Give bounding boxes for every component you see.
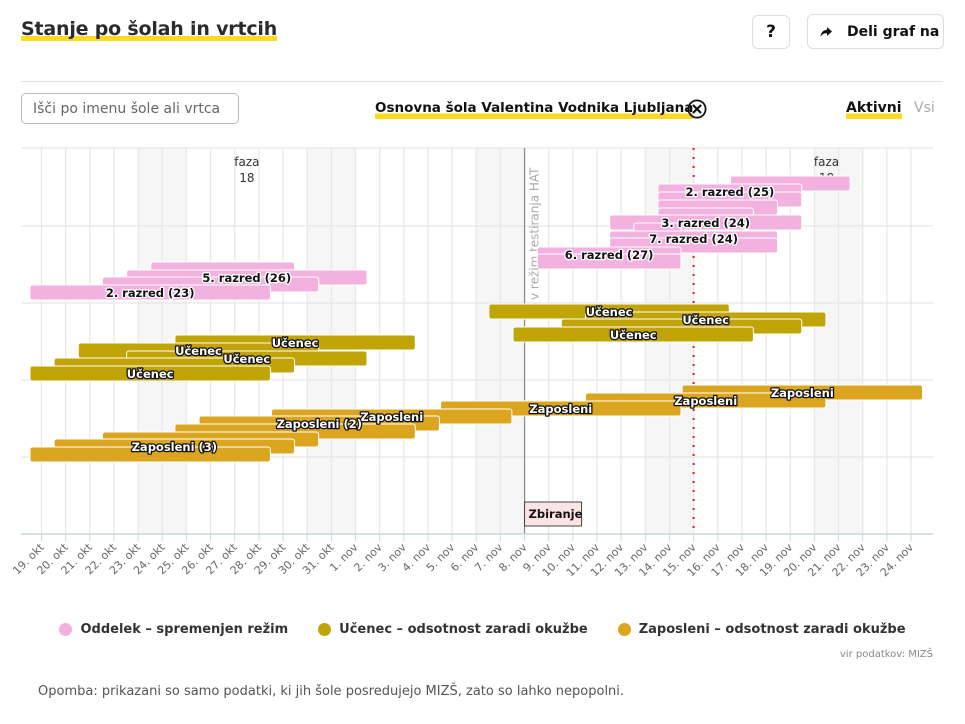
search-input[interactable] bbox=[21, 93, 239, 124]
phase-label: faza bbox=[234, 155, 259, 169]
timeline-bar[interactable] bbox=[29, 446, 271, 463]
selected-school: Osnovna šola Valentina Vodnika Ljubljana bbox=[375, 100, 694, 119]
help-button[interactable]: ? bbox=[752, 15, 790, 49]
timeline-bar[interactable] bbox=[536, 253, 682, 270]
phase-value: 18 bbox=[239, 171, 254, 185]
bar-label: Zaposleni bbox=[360, 410, 423, 424]
bar-label: 6. razred (27) bbox=[565, 248, 654, 262]
legend-item-oddelek[interactable]: Oddelek – spremenjen režim bbox=[59, 622, 288, 637]
bar-label: 2. razred (25) bbox=[685, 185, 774, 199]
phase-label: faza bbox=[814, 155, 839, 169]
legend-item-ucenec[interactable]: Učenec – odsotnost zaradi okužbe bbox=[318, 622, 588, 637]
bar-label: Zaposleni (3) bbox=[132, 440, 217, 454]
clear-selection-icon[interactable] bbox=[687, 99, 707, 119]
bar-label: Učenec bbox=[175, 344, 222, 358]
event-flag-label: Zbiranje bbox=[529, 507, 583, 521]
bar-label: Učenec bbox=[682, 313, 729, 327]
event-line-label: v režim testiranja HAT bbox=[528, 167, 542, 300]
filter-active-toggle[interactable]: Aktivni bbox=[846, 100, 902, 119]
timeline-chart: faza18faza18v režim testiranja HATZbiran… bbox=[10, 147, 933, 579]
share-arrow-icon bbox=[820, 26, 832, 37]
event-flag[interactable] bbox=[524, 501, 583, 527]
bar-label: Zaposleni bbox=[674, 394, 737, 408]
bar-label: 5. razred (26) bbox=[202, 271, 291, 285]
timeline-bar[interactable] bbox=[29, 365, 271, 382]
legend: Oddelek – spremenjen režim Učenec – odso… bbox=[0, 622, 965, 637]
legend-dot-icon bbox=[59, 623, 73, 636]
divider bbox=[21, 81, 943, 82]
share-button-label: Deli graf na bbox=[847, 23, 940, 40]
bar-label: Zaposleni bbox=[771, 386, 834, 400]
bar-label: Učenec bbox=[586, 305, 633, 319]
bar-label: Učenec bbox=[223, 352, 270, 366]
bar-label: 7. razred (24) bbox=[649, 232, 738, 246]
bar-label: Zaposleni bbox=[529, 402, 592, 416]
legend-dot-icon bbox=[617, 623, 631, 636]
bar-label: Zaposleni (2) bbox=[277, 417, 362, 431]
footnote: Opomba: prikazani so samo podatki, ki ji… bbox=[38, 684, 625, 699]
bars-layer: 5. razred (26) 2. razred (23) 2. razred (2… bbox=[29, 175, 923, 463]
filter-all-toggle[interactable]: Vsi bbox=[914, 100, 935, 116]
legend-dot-icon bbox=[318, 623, 332, 636]
timeline-bar[interactable] bbox=[512, 326, 754, 343]
legend-item-zaposleni[interactable]: Zaposleni – odsotnost zaradi okužbe bbox=[617, 622, 906, 637]
bar-label: 2. razred (23) bbox=[106, 286, 195, 300]
page-title: Stanje po šolah in vrtcih bbox=[21, 18, 278, 41]
data-source: vir podatkov: MIZŠ bbox=[839, 649, 933, 660]
timeline-bar[interactable] bbox=[29, 284, 271, 301]
bar-label: Učenec bbox=[272, 336, 319, 350]
bar-label: 3. razred (24) bbox=[661, 216, 750, 230]
bar-label: Učenec bbox=[610, 328, 657, 342]
share-button[interactable]: Deli graf na bbox=[807, 14, 944, 49]
bar-label: Učenec bbox=[127, 367, 174, 381]
